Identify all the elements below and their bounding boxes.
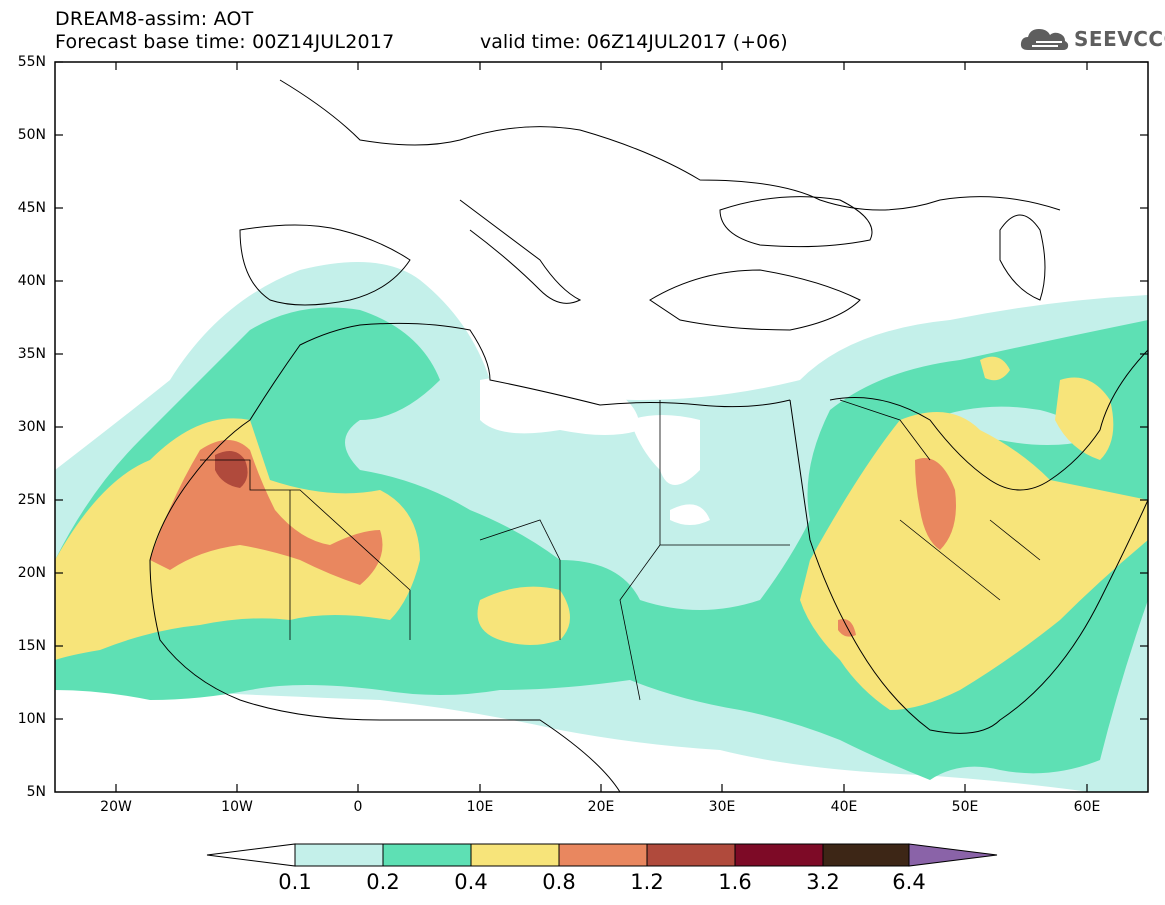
- lat-label-45n: 45N: [17, 200, 46, 216]
- lat-label-25n: 25N: [17, 492, 46, 508]
- coastlines: [149, 79, 1148, 792]
- valid-time: valid time: 06Z14JUL2017 (+06): [480, 31, 788, 53]
- coast-black-sea: [719, 196, 873, 248]
- lon-label-10w: 10W: [221, 799, 253, 815]
- logo-text: SEEVCCC: [1074, 27, 1165, 51]
- lon-label-10e: 10E: [466, 799, 494, 815]
- colorbar-bin-6: [734, 843, 824, 867]
- colorbar-bin-2: [382, 843, 472, 867]
- coast-arabia-east: [829, 349, 1148, 491]
- border-lines: [200, 399, 1041, 701]
- colorbar-label-1.2: 1.2: [630, 870, 664, 894]
- coast-europe-north: [279, 79, 1061, 211]
- cloud-icon: [1020, 29, 1069, 50]
- lat-label-50n: 50N: [17, 127, 46, 143]
- coast-turkey: [649, 269, 861, 331]
- coast-north-africa: [149, 322, 791, 561]
- lat-label-30n: 30N: [17, 419, 46, 435]
- seevccc-logo: SEEVCCC: [1018, 24, 1165, 54]
- lat-label-40n: 40N: [17, 273, 46, 289]
- coast-caspian: [999, 214, 1046, 301]
- forecast-base-time: Forecast base time: 00Z14JUL2017: [55, 31, 395, 53]
- lat-label-15n: 15N: [17, 638, 46, 654]
- lon-label-0: 0: [353, 799, 363, 815]
- colorbar-label-0.2: 0.2: [366, 870, 400, 894]
- lon-label-20e: 20E: [587, 799, 615, 815]
- colorbar-bin-4: [558, 843, 648, 867]
- aot-field: [55, 62, 1148, 792]
- lon-label-60e: 60E: [1073, 799, 1101, 815]
- coast-italy: [459, 199, 582, 304]
- colorbar-label-0.4: 0.4: [454, 870, 488, 894]
- coast-iberia: [239, 224, 411, 306]
- lon-label-20w: 20W: [100, 799, 132, 815]
- lon-label-50e: 50E: [951, 799, 979, 815]
- colorbar-over: [908, 843, 998, 867]
- tick-marks: [55, 61, 1148, 792]
- lat-label-35n: 35N: [17, 346, 46, 362]
- colorbar-under: [206, 843, 296, 867]
- lat-label-20n: 20N: [17, 565, 46, 581]
- colorbar-bin-3: [470, 843, 560, 867]
- colorbar-bin-5: [646, 843, 736, 867]
- lat-label-10n: 10N: [17, 711, 46, 727]
- lon-label-40e: 40E: [830, 799, 858, 815]
- lon-label-30e: 30E: [708, 799, 736, 815]
- colorbar-label-0.8: 0.8: [542, 870, 576, 894]
- coast-west-africa: [149, 559, 621, 792]
- colorbar-label-0.1: 0.1: [278, 870, 312, 894]
- lat-label-55n: 55N: [17, 54, 46, 70]
- aot-contour-0.8-west: [150, 440, 383, 585]
- aot-clear-libya: [480, 376, 700, 485]
- colorbar-label-3.2: 3.2: [806, 870, 840, 894]
- aot-contour-0.4-arabia: [800, 412, 1148, 710]
- aot-contour-0.4-sahel: [477, 586, 570, 645]
- colorbar-bin-7: [822, 843, 910, 867]
- colorbar-label-1.6: 1.6: [718, 870, 752, 894]
- coast-red-sea: [789, 399, 1148, 734]
- aot-contour-0.4-iran: [980, 356, 1114, 460]
- aot-contour-0.8-arabia: [838, 458, 956, 637]
- map-title: DREAM8-assim: AOT: [55, 8, 254, 30]
- lat-label-5n: 5N: [26, 784, 46, 800]
- colorbar: [206, 843, 998, 867]
- colorbar-bin-1: [294, 843, 384, 867]
- colorbar-label-6.4: 6.4: [892, 870, 926, 894]
